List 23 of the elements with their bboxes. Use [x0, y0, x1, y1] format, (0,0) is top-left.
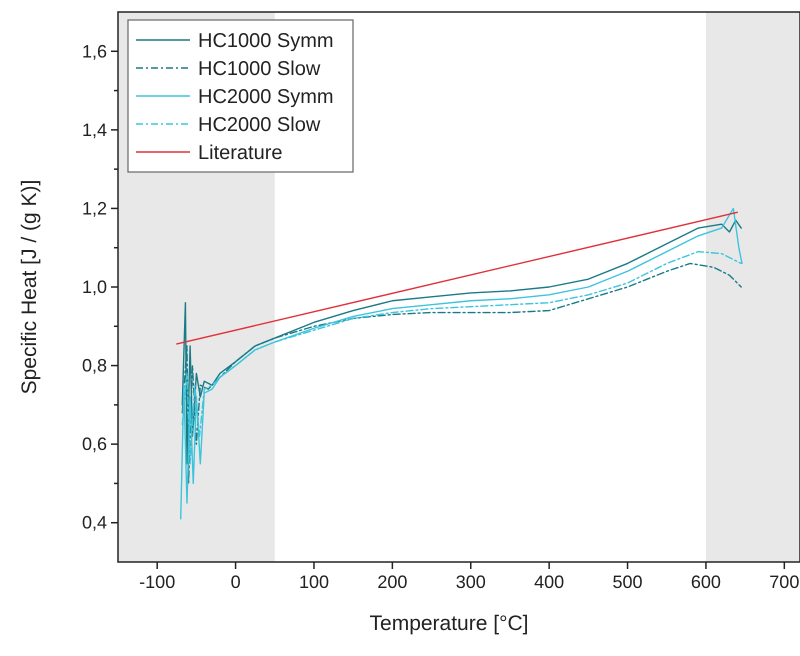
y-tick-label: 0,4: [82, 512, 107, 533]
legend-label: HC1000 Symm: [198, 30, 334, 52]
y-tick-label: 0,6: [82, 434, 107, 454]
x-tick-label: 500: [612, 572, 643, 592]
legend-label: HC1000 Slow: [198, 58, 321, 80]
y-tick-label: 1,6: [82, 41, 107, 62]
x-tick-label: 700: [769, 572, 800, 592]
legend-label: HC2000 Symm: [198, 86, 334, 108]
y-axis-title: Specific Heat [J / (g K)]: [18, 180, 41, 394]
x-tick-label: 400: [534, 572, 564, 592]
x-tick-label: 200: [377, 572, 408, 592]
x-tick-label: 0: [230, 572, 241, 592]
x-tick-label: -100: [139, 572, 176, 592]
x-tick-label: 100: [298, 572, 329, 592]
y-tick-label: 0,8: [82, 356, 107, 376]
legend-label: Literature: [198, 142, 282, 164]
x-axis-title: Temperature [°C]: [370, 612, 528, 635]
y-tick-label: 1,2: [82, 198, 107, 218]
y-tick-label: 1,0: [82, 277, 107, 297]
y-tick-label: 1,4: [82, 120, 107, 140]
x-tick-label: 600: [690, 572, 721, 592]
legend-label: HC2000 Slow: [198, 114, 321, 136]
x-tick-label: 300: [456, 572, 486, 592]
